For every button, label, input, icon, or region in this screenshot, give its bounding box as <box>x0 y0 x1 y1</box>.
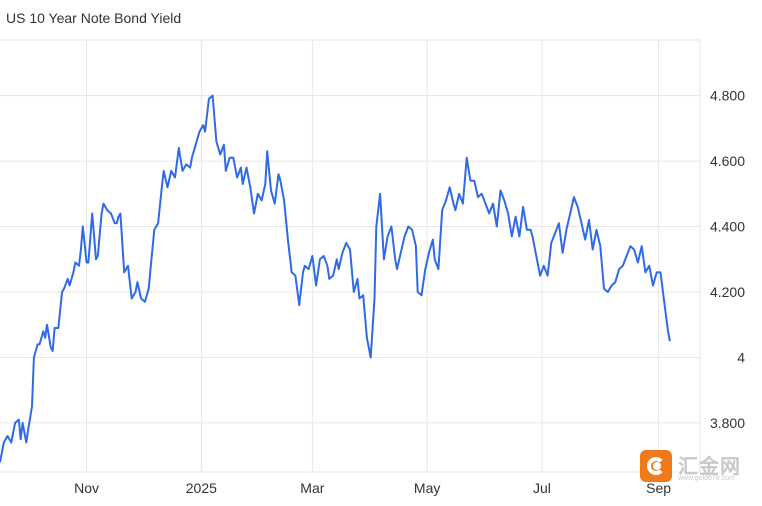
x-tick-label: Sep <box>646 480 671 496</box>
chart-title: US 10 Year Note Bond Yield <box>6 10 182 26</box>
watermark-url: www.gold678.com <box>678 475 735 482</box>
watermark: 汇金网 www.gold678.com <box>640 448 762 488</box>
vertical-gridlines <box>86 40 701 472</box>
y-tick-label: 4.600 <box>710 153 745 169</box>
y-axis-labels: 3.800 4 4.200 4.400 4.600 4.800 <box>710 88 745 431</box>
gold678-logo-icon <box>640 450 672 482</box>
x-tick-label: 2025 <box>186 480 217 496</box>
horizontal-gridlines <box>0 39 700 473</box>
x-axis-labels: Nov 2025 Mar May Jul Sep <box>74 480 671 496</box>
y-tick-label: 3.800 <box>710 415 745 431</box>
x-tick-label: Mar <box>300 480 324 496</box>
y-tick-label: 4.200 <box>710 284 745 300</box>
y-tick-label: 4.400 <box>710 219 745 235</box>
watermark-brand: 汇金网 <box>678 456 741 478</box>
yield-series-line <box>0 94 671 463</box>
y-tick-label: 4.800 <box>710 88 745 104</box>
x-tick-label: Jul <box>533 480 551 496</box>
x-tick-label: May <box>414 480 440 496</box>
y-tick-label: 4 <box>737 349 745 365</box>
x-tick-label: Nov <box>74 480 99 496</box>
